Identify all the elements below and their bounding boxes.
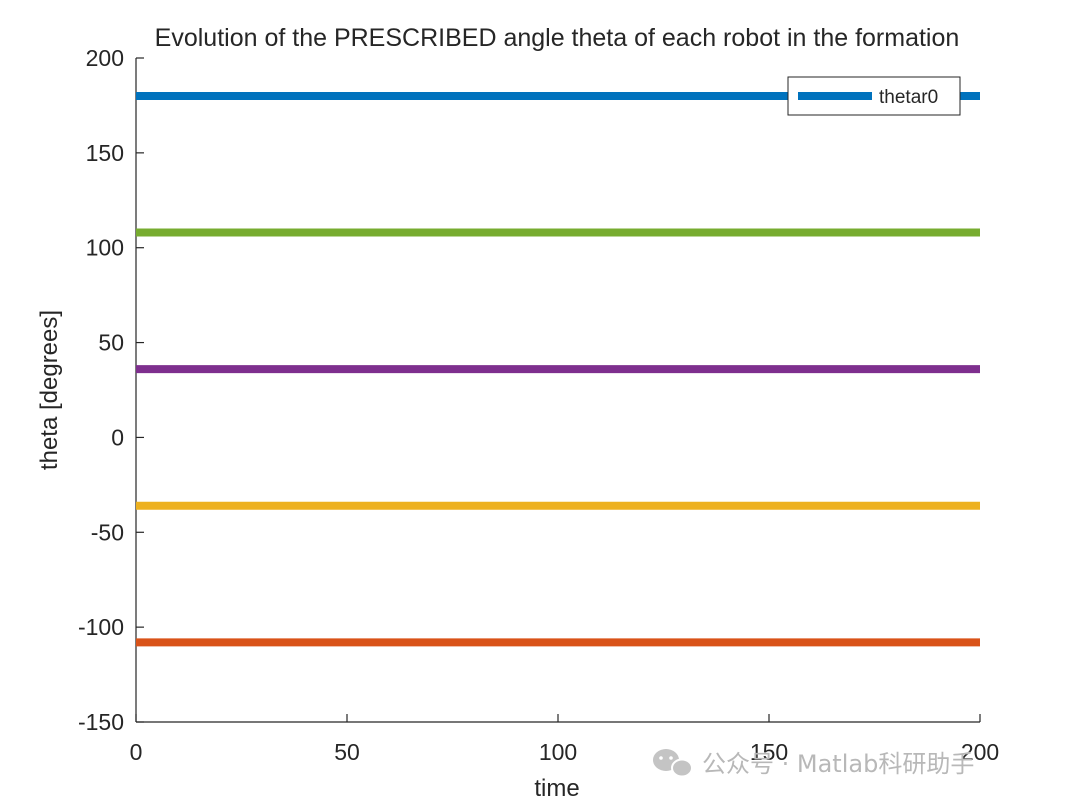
legend: thetar0 <box>787 76 961 116</box>
plot-area: -150 -100 -50 0 50 100 150 200 0 50 100 150 200 <box>78 45 999 765</box>
legend-label: thetar0 <box>879 87 938 108</box>
y-tick-label: -150 <box>78 709 124 735</box>
x-axis-label: time <box>534 775 579 802</box>
x-tick-label: 150 <box>750 739 788 765</box>
y-tick-label: -50 <box>91 519 124 545</box>
y-tick-label: 200 <box>86 45 124 71</box>
y-axis-label: theta [degrees] <box>36 310 63 470</box>
wechat-icon <box>653 749 693 778</box>
y-tick-label: 50 <box>98 330 124 356</box>
watermark-text: 公众号 · Matlab科研助手 <box>702 750 974 778</box>
y-tick-label: 0 <box>111 424 124 450</box>
y-tick-label: 100 <box>86 235 124 261</box>
watermark: 公众号 · Matlab科研助手 <box>653 749 974 778</box>
chart-title: Evolution of the PRESCRIBED angle theta … <box>155 24 960 52</box>
y-tick-label: 150 <box>86 140 124 166</box>
y-tick-label: -100 <box>78 614 124 640</box>
x-tick-label: 100 <box>539 739 577 765</box>
x-tick-label: 50 <box>334 739 360 765</box>
x-tick-label: 0 <box>130 739 143 765</box>
x-tick-label: 200 <box>961 739 999 765</box>
